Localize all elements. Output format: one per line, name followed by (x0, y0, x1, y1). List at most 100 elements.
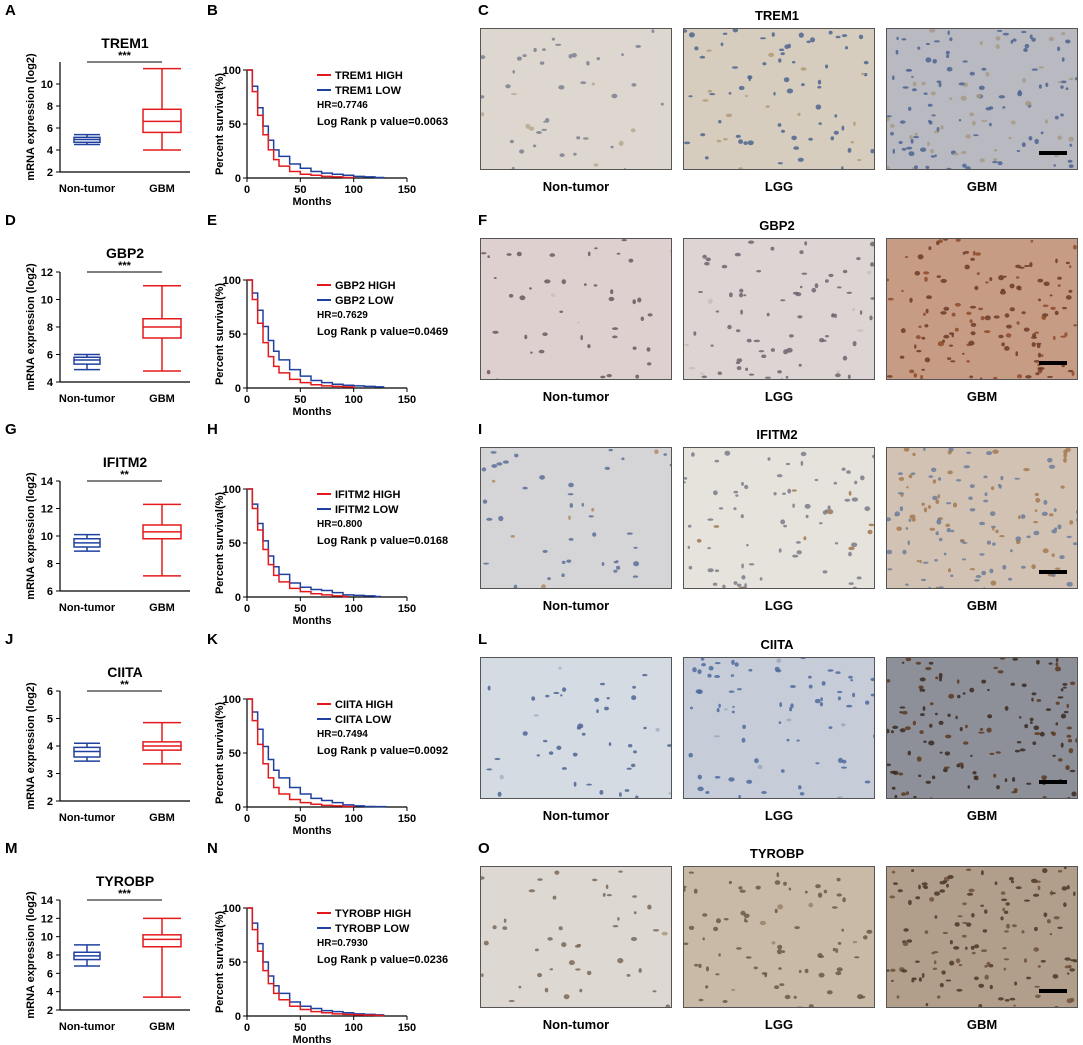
cell-nucleus (804, 968, 809, 974)
cell-nucleus (947, 568, 952, 573)
cell-nucleus (1055, 721, 1059, 725)
cell-nucleus (733, 490, 739, 494)
cell-nucleus (1040, 960, 1046, 963)
cell-nucleus (737, 687, 742, 690)
cell-nucleus (921, 578, 927, 582)
cell-nucleus (841, 928, 844, 932)
cell-nucleus (979, 41, 983, 46)
cell-nucleus (859, 309, 863, 315)
cell-nucleus (914, 270, 921, 276)
cell-nucleus (887, 278, 889, 281)
y-tick-label: 3 (47, 768, 53, 780)
cell-nucleus (508, 293, 514, 298)
cell-nucleus (1048, 464, 1056, 469)
cell-nucleus (608, 296, 615, 301)
cell-nucleus (684, 141, 691, 145)
cell-nucleus (1042, 795, 1047, 798)
cell-nucleus (905, 657, 912, 661)
cell-nucleus (1023, 899, 1031, 902)
scale-bar (1039, 989, 1067, 993)
cell-nucleus (781, 950, 786, 953)
cell-nucleus (936, 995, 941, 999)
cell-nucleus (969, 687, 975, 692)
cell-nucleus (696, 538, 702, 543)
hazard-ratio: HR=0.800 (317, 519, 363, 530)
cell-nucleus (788, 887, 792, 891)
cell-nucleus (753, 966, 758, 970)
cell-nucleus (958, 119, 962, 122)
cell-nucleus (1066, 885, 1070, 890)
cell-nucleus (1036, 343, 1041, 348)
cell-nucleus (1025, 100, 1032, 107)
cell-nucleus (1057, 135, 1062, 140)
cell-nucleus (938, 720, 944, 725)
cell-nucleus (580, 81, 587, 85)
cell-nucleus (547, 577, 551, 581)
cell-nucleus (836, 690, 843, 693)
cell-nucleus (487, 685, 491, 691)
cell-nucleus (901, 289, 904, 292)
ihc-label: LGG (764, 388, 794, 404)
cell-nucleus (1003, 958, 1010, 961)
x-category-label: GBM (149, 1021, 175, 1033)
cell-nucleus (1066, 998, 1073, 1004)
cell-nucleus (1021, 930, 1025, 934)
cell-nucleus (1069, 769, 1076, 772)
tissue-background (684, 238, 874, 379)
cell-nucleus (989, 511, 996, 517)
x-tick-label: 50 (294, 184, 306, 196)
cell-nucleus (868, 523, 874, 527)
cell-nucleus (939, 983, 944, 988)
cell-nucleus (1067, 159, 1073, 163)
x-axis-label: Months (292, 406, 331, 417)
cell-nucleus (917, 253, 924, 259)
cell-nucleus (502, 926, 508, 930)
cell-nucleus (937, 340, 945, 346)
cell-nucleus (541, 128, 548, 131)
cell-nucleus (786, 738, 790, 741)
cell-nucleus (784, 994, 791, 1000)
cell-nucleus (533, 47, 537, 53)
cell-nucleus (637, 297, 642, 302)
cell-nucleus (921, 336, 926, 340)
cell-nucleus (1033, 359, 1040, 363)
ihc-image (683, 237, 875, 380)
cell-nucleus (1060, 85, 1064, 89)
cell-nucleus (956, 988, 963, 992)
cell-nucleus (544, 278, 551, 283)
cell-nucleus (738, 292, 744, 297)
cell-nucleus (992, 161, 998, 164)
cell-nucleus (1004, 312, 1010, 318)
y-tick-label: 14 (41, 895, 54, 907)
cell-nucleus (1029, 261, 1033, 267)
cell-nucleus (981, 679, 987, 684)
cell-nucleus (770, 347, 775, 352)
cell-nucleus (743, 913, 750, 918)
cell-nucleus (1003, 275, 1007, 278)
cell-nucleus (698, 290, 703, 293)
cell-nucleus (773, 492, 777, 496)
cell-nucleus (542, 549, 548, 553)
cell-nucleus (848, 546, 855, 551)
cell-nucleus (1000, 288, 1006, 291)
ihc-image (683, 447, 875, 589)
cell-nucleus (568, 960, 575, 966)
cell-nucleus (748, 240, 755, 244)
cell-nucleus (964, 250, 970, 254)
cell-nucleus (600, 682, 605, 685)
cell-nucleus (993, 149, 998, 152)
y-tick-label: 4 (47, 377, 54, 389)
cell-nucleus (841, 759, 847, 764)
cell-nucleus (992, 542, 996, 546)
cell-nucleus (854, 956, 860, 959)
cell-nucleus (901, 710, 908, 714)
y-tick-label: 4 (47, 145, 54, 157)
cell-nucleus (918, 884, 921, 890)
cell-nucleus (960, 95, 967, 101)
cell-nucleus (857, 159, 862, 161)
cell-nucleus (791, 135, 797, 141)
cell-nucleus (986, 961, 991, 967)
cell-nucleus (684, 942, 689, 946)
ihc-label: LGG (764, 179, 794, 194)
cell-nucleus (956, 479, 962, 482)
